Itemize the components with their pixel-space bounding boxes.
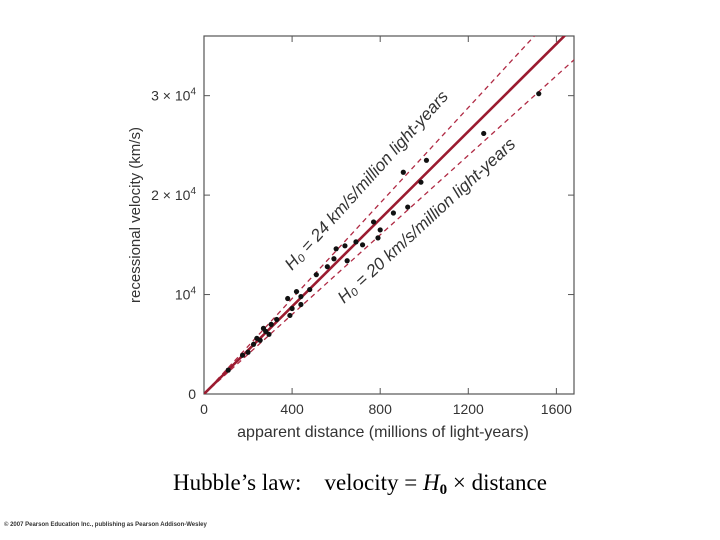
data-point — [370, 219, 377, 225]
data-point — [307, 286, 313, 293]
data-points — [225, 91, 542, 373]
data-point — [423, 157, 430, 163]
y-axis-label: recessional velocity (km/s) — [127, 127, 144, 303]
y-tick-label: 2 × 104 — [151, 186, 196, 203]
tick-labels: 0 400 800 1200 1600 0 104 2 × 104 3 × 104 — [151, 87, 572, 417]
x-axis-label: apparent distance (millions of light-yea… — [237, 424, 529, 441]
data-point — [268, 321, 274, 327]
data-point — [293, 288, 300, 295]
data-point — [481, 130, 487, 137]
data-point — [266, 331, 272, 337]
data-point — [405, 204, 411, 210]
caption-formula-start: velocity = — [324, 470, 418, 495]
x-tick-label: 1600 — [541, 401, 572, 417]
data-point — [344, 258, 350, 264]
data-point — [331, 256, 337, 262]
x-tick-label: 0 — [200, 401, 208, 417]
data-point — [536, 91, 542, 97]
y-tick-label: 104 — [175, 286, 197, 303]
x-tick-label: 1200 — [453, 401, 484, 417]
caption: Hubble’s law: velocity = H0 × distance — [0, 470, 720, 499]
upper-bound-label: H₀ = 24 km/s/million light-years — [281, 87, 453, 274]
x-tick-label: 400 — [280, 401, 304, 417]
data-point — [324, 264, 330, 270]
copyright-notice: © 2007 Pearson Education Inc., publishin… — [4, 522, 207, 528]
data-point — [274, 316, 280, 323]
bound-line-upper — [204, 36, 536, 394]
caption-prefix: Hubble’s law: — [173, 470, 302, 495]
bound-line-lower — [204, 58, 574, 394]
y-tick-label: 3 × 104 — [151, 87, 196, 104]
data-point — [353, 239, 359, 245]
caption-variable: H — [423, 470, 440, 495]
data-point — [287, 312, 293, 319]
data-point — [257, 337, 263, 343]
data-point — [333, 246, 339, 252]
data-point — [377, 227, 383, 233]
data-point — [289, 305, 295, 312]
plot-frame — [203, 35, 575, 395]
data-point — [390, 210, 397, 216]
data-point — [313, 272, 319, 278]
data-point — [359, 242, 366, 248]
data-point — [250, 341, 257, 347]
x-tick-label: 800 — [369, 401, 393, 417]
y-tick-label: 0 — [188, 386, 196, 402]
data-point — [263, 328, 269, 334]
data-point — [298, 301, 304, 308]
data-point — [225, 367, 231, 373]
data-point — [400, 169, 406, 175]
data-point — [342, 243, 348, 249]
data-point — [418, 179, 424, 185]
hubble-chart: 0 400 800 1200 1600 0 104 2 × 104 3 × 104 H₀ = 2… — [127, 35, 575, 441]
data-point — [375, 235, 381, 241]
data-point — [298, 293, 304, 300]
data-point — [239, 352, 246, 358]
data-point — [245, 349, 251, 355]
caption-subscript: 0 — [439, 482, 448, 498]
caption-formula-end: × distance — [452, 470, 547, 495]
data-point — [285, 295, 291, 302]
axes — [203, 35, 575, 395]
